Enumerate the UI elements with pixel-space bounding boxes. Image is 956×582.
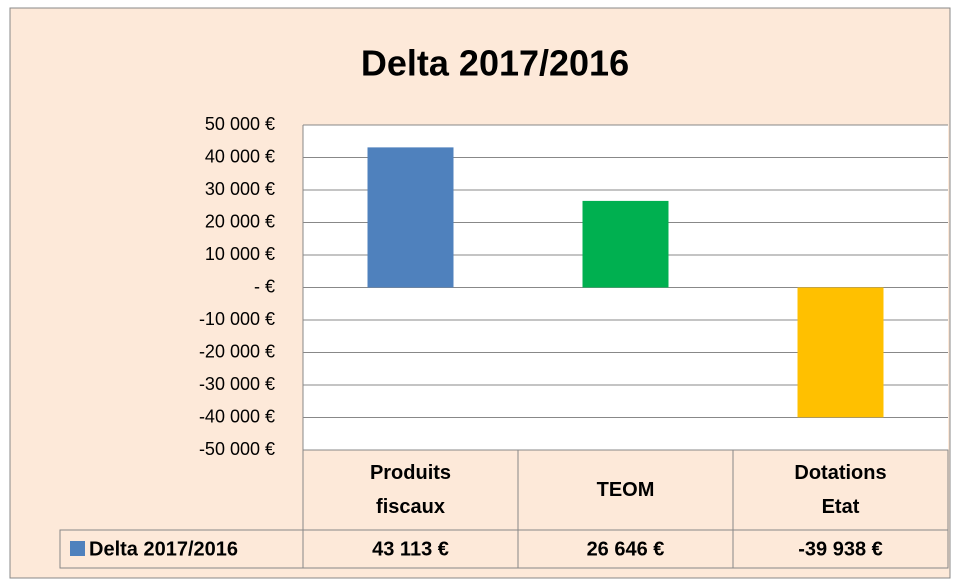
y-tick-label: -20 000 €: [199, 341, 275, 361]
table-border: [302, 449, 949, 569]
chart-title: Delta 2017/2016: [361, 43, 629, 84]
legend-cell: [59, 529, 304, 569]
y-tick-label: 30 000 €: [205, 179, 275, 199]
bar: [582, 200, 669, 288]
y-tick-label: -30 000 €: [199, 374, 275, 394]
legend-swatch: [70, 541, 85, 556]
y-tick-label: -50 000 €: [199, 439, 275, 459]
data-label: 26 646 €: [587, 538, 665, 560]
y-tick-label: 50 000 €: [205, 114, 275, 134]
bar: [797, 287, 884, 418]
x-tick-label: TEOM: [596, 479, 655, 501]
y-tick-label: 10 000 €: [205, 244, 275, 264]
data-label: -39 938 €: [798, 538, 883, 560]
y-tick-label: -10 000 €: [199, 309, 275, 329]
y-tick-label: -40 000 €: [199, 406, 275, 426]
y-tick-label: 20 000 €: [205, 211, 275, 231]
y-tick-label: - €: [254, 276, 275, 296]
x-tick-label: Produits fiscaux: [369, 462, 452, 518]
data-label: 43 113 €: [372, 538, 449, 560]
y-tick-label: 40 000 €: [205, 146, 275, 166]
legend-label: Delta 2017/2016: [89, 538, 238, 560]
bar: [367, 147, 454, 288]
x-tick-label: Dotations Etat: [794, 462, 887, 518]
